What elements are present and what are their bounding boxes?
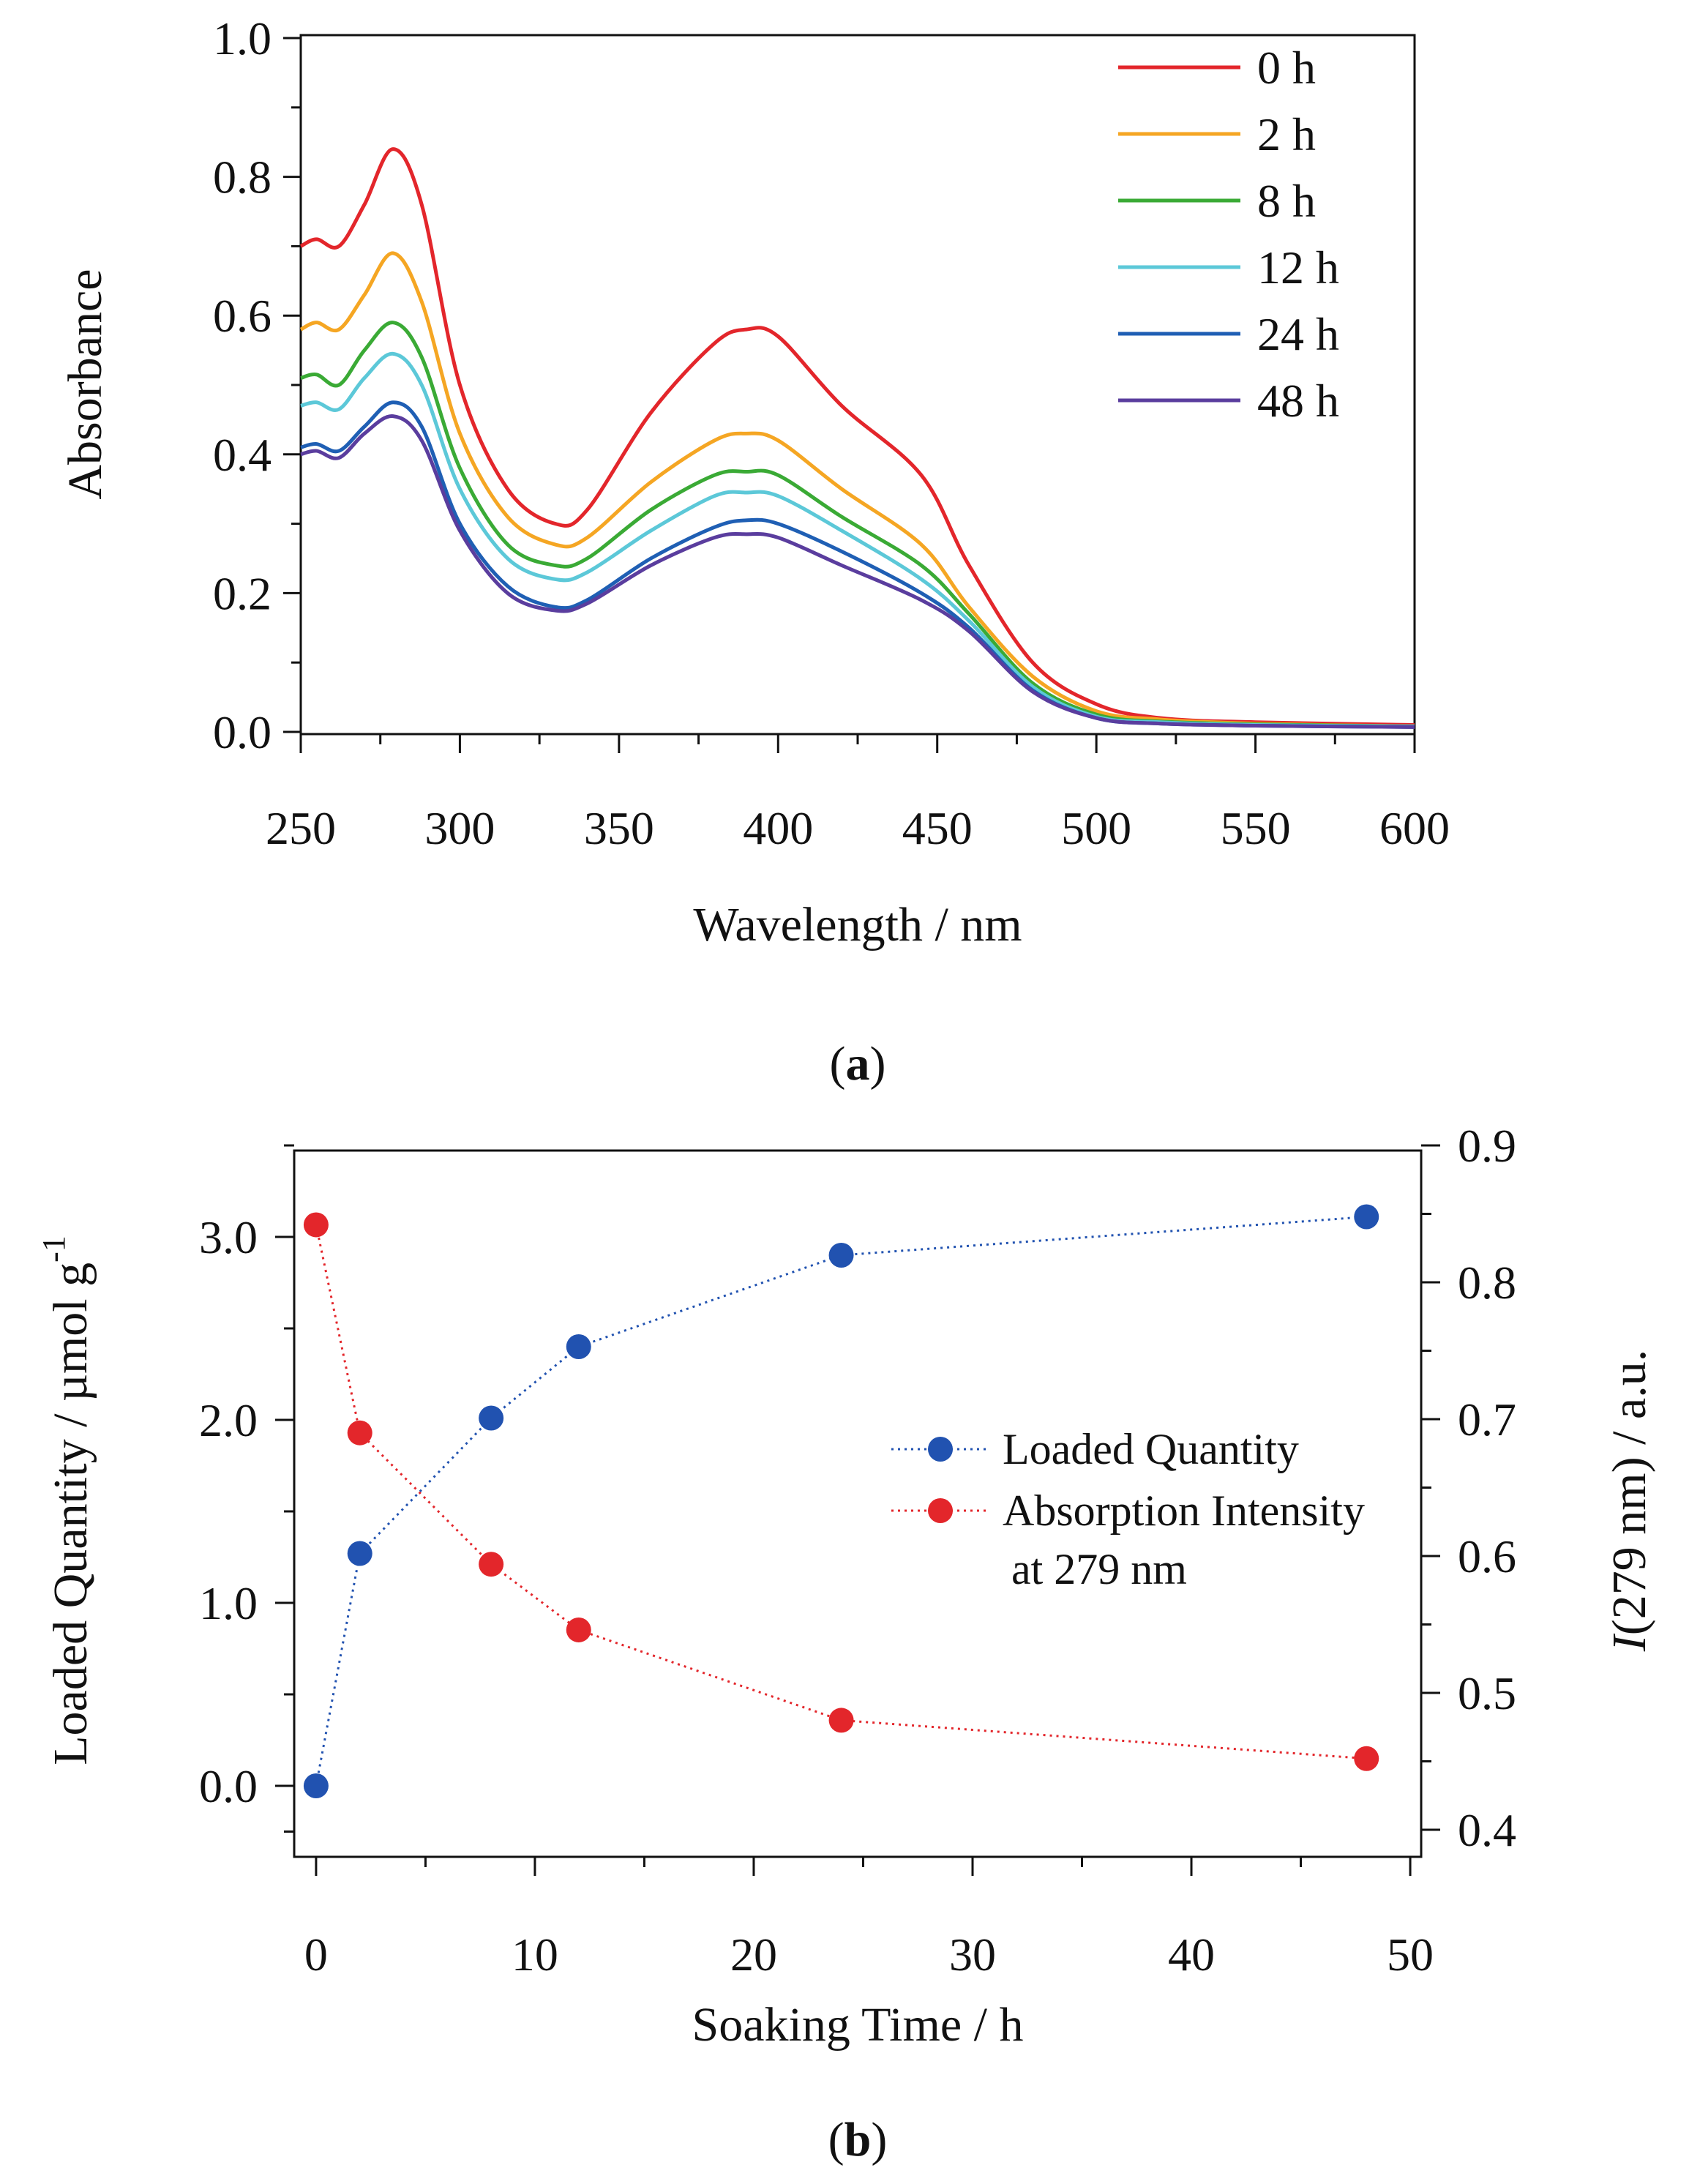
panel-b-point-absorption-intensity — [1354, 1746, 1379, 1771]
panel-b-left-y-tick-label: 2.0 — [199, 1394, 258, 1446]
panel-b-right-y-tick-label: 0.9 — [1458, 1120, 1516, 1172]
panel-b-legend-marker-loaded-quantity — [928, 1437, 953, 1462]
panel-b-caption-letter: b — [844, 2113, 872, 2166]
panel-a-series-line-0h — [299, 147, 1415, 728]
panel-a-caption-letter: a — [846, 1037, 870, 1091]
panel-a-x-tick-label: 500 — [1061, 802, 1131, 854]
panel-a-legend-label: 12 h — [1257, 242, 1339, 293]
panel-a-y-tick-label: 0.6 — [213, 290, 271, 342]
panel-a-legend-label: 8 h — [1257, 175, 1316, 227]
panel-b-point-loaded-quantity — [1354, 1204, 1379, 1230]
panel-b-right-y-axis-label-rest: (279 nm) / a.u. — [1603, 1350, 1656, 1635]
panel-b-point-loaded-quantity — [303, 1773, 329, 1798]
panel-a-caption: (a) — [830, 1037, 886, 1091]
panel-b-right-y-axis-label-symbol: I — [1603, 1633, 1656, 1652]
panel-b-legend-label-line2: at 279 nm — [1011, 1545, 1187, 1593]
panel-a-x-axis-label: Wavelength / nm — [693, 898, 1022, 951]
panel-a-legend-label: 24 h — [1257, 308, 1339, 360]
panel-b-legend-label: Absorption Intensity — [1003, 1486, 1365, 1535]
panel-b-left-y-tick-label: 0.0 — [199, 1760, 258, 1812]
panel-b-line-loaded-quantity — [315, 1216, 1367, 1787]
panel-a-series-line-2h — [299, 251, 1415, 728]
panel-b-right-y-axis-label: I(279 nm) / a.u. — [1603, 1350, 1656, 1652]
panel-b-left-y-axis-label-superscript: -1 — [36, 1235, 72, 1263]
panel-b-left-y-axis-label: Loaded Quantity / µmol g-1 — [36, 1235, 97, 1765]
panel-b-legend-marker-absorption-intensity — [928, 1498, 953, 1523]
panel-b-x-tick-label: 20 — [730, 1929, 777, 1981]
panel-b-right-y-tick-label: 0.7 — [1458, 1394, 1516, 1446]
panel-b-x-tick-label: 30 — [949, 1929, 996, 1981]
panel-b-left-y-tick-label: 1.0 — [199, 1577, 258, 1629]
panel-b-x-tick-label: 0 — [304, 1929, 328, 1981]
panel-a-plot-frame — [299, 34, 1416, 736]
panel-b-left-y-axis-label-main: Loaded Quantity / µmol g — [44, 1263, 97, 1765]
panel-a-legend-label: 0 h — [1257, 42, 1316, 94]
panel-a-legend-label: 2 h — [1257, 108, 1316, 160]
panel-b-right-y-tick-label: 0.4 — [1458, 1804, 1516, 1856]
panel-b-point-absorption-intensity — [347, 1420, 372, 1446]
panel-b-x-tick-label: 10 — [512, 1929, 558, 1981]
panel-a-x-tick-label: 300 — [424, 802, 495, 854]
panel-a-series-line-8h — [300, 321, 1415, 728]
panel-b-right-y-tick-label: 0.6 — [1458, 1530, 1516, 1582]
panel-b-point-absorption-intensity — [479, 1552, 504, 1577]
panel-b-chart: 0.0 1.0 2.0 3.0 0.4 0.5 0.6 0.7 0.8 0.9 0 10 20 30 40 5… — [36, 1120, 1656, 2166]
panel-a-x-tick-label: 250 — [266, 802, 336, 854]
panel-b-left-y-tick-label: 3.0 — [199, 1211, 258, 1263]
panel-b-legend: Loaded Quantity Absorption Intensity at 27… — [891, 1425, 1365, 1593]
panel-a-x-tick-label: 400 — [743, 802, 813, 854]
panel-b-point-loaded-quantity — [347, 1541, 372, 1566]
panel-a-y-tick-label: 0.4 — [213, 429, 271, 481]
panel-b-x-tick-label: 50 — [1387, 1929, 1434, 1981]
panel-a-y-tick-label: 0.2 — [213, 567, 271, 619]
panel-a-y-tick-label: 1.0 — [213, 12, 271, 64]
panel-a-legend: 0 h 2 h 8 h 12 h 24 h 48 h — [1118, 42, 1339, 427]
panel-a-legend-label: 48 h — [1257, 375, 1339, 427]
panel-a-chart: 0.0 0.2 0.4 0.6 0.8 1.0 250 300 350 400 450 500 550 6… — [59, 12, 1450, 1091]
panel-a-y-axis-label: Absorbance — [59, 269, 112, 499]
panel-b-point-absorption-intensity — [566, 1617, 591, 1642]
panel-b-point-absorption-intensity — [303, 1212, 329, 1238]
panel-b-x-axis-label: Soaking Time / h — [692, 1998, 1024, 2052]
panel-a-x-tick-label: 550 — [1221, 802, 1291, 854]
panel-a-x-tick-label: 450 — [902, 802, 973, 854]
panel-a-y-tick-label: 0.8 — [213, 152, 271, 203]
panel-a-x-tick-label: 600 — [1379, 802, 1450, 854]
panel-b-legend-label: Loaded Quantity — [1003, 1425, 1299, 1473]
panel-a-x-tick-label: 350 — [584, 802, 654, 854]
panel-b-plot-frame — [293, 1149, 1423, 1858]
panel-a-y-tick-label: 0.0 — [213, 706, 271, 758]
panel-b-right-y-tick-label: 0.8 — [1458, 1257, 1516, 1309]
panel-b-x-tick-label: 40 — [1168, 1929, 1215, 1981]
panel-b-point-loaded-quantity — [479, 1405, 504, 1431]
panel-b-caption: (b) — [828, 2113, 888, 2166]
panel-b-right-y-tick-label: 0.5 — [1458, 1667, 1516, 1719]
panel-b-point-absorption-intensity — [828, 1708, 854, 1733]
panel-a-series-line-48h — [300, 414, 1415, 729]
panel-b-point-loaded-quantity — [566, 1334, 591, 1359]
panel-b-point-loaded-quantity — [828, 1243, 854, 1268]
